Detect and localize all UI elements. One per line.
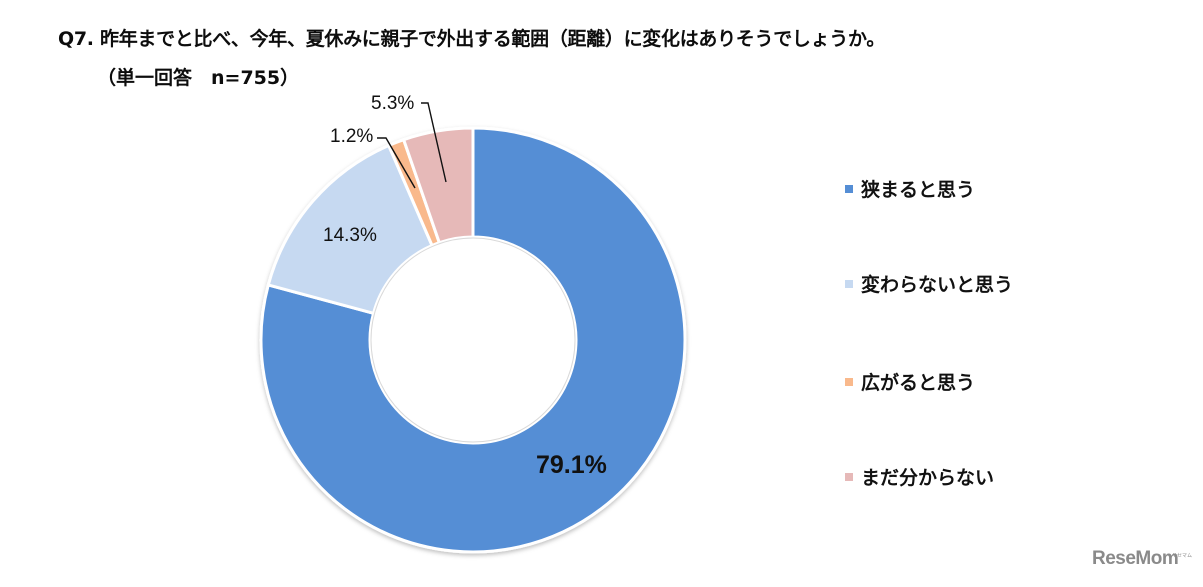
legend-item-narrow: 狭まると思う	[845, 175, 975, 202]
legend-swatch-icon	[845, 279, 853, 288]
legend-swatch-icon	[845, 472, 853, 481]
slice-same	[266, 143, 435, 316]
legend-swatch-icon	[845, 377, 853, 386]
legend-label: 狭まると思う	[861, 179, 976, 201]
donut-hole	[370, 237, 576, 443]
data-label-same: 14.3%	[323, 225, 377, 246]
slice-unknown	[401, 126, 475, 245]
data-label-narrow: 79.1%	[536, 451, 607, 479]
leader-line-wider	[377, 137, 416, 189]
legend-item-unknown: まだ分からない	[845, 463, 994, 490]
donut-slices	[259, 126, 687, 554]
legend-item-wider: 広がると思う	[845, 368, 975, 395]
legend-label: 広がると思う	[861, 372, 976, 394]
slice-narrow	[259, 126, 687, 554]
chart-subtitle: （単一回答 n=755）	[97, 67, 300, 89]
leader-line-unknown	[421, 102, 447, 183]
legend-item-same: 変わらないと思う	[845, 270, 1013, 297]
legend-swatch-icon	[845, 184, 853, 193]
legend-label: まだ分からない	[861, 467, 995, 489]
chart-title: Q7. 昨年までと比べ、今年、夏休みに親子で外出する範囲（距離）に変化はありそう…	[58, 28, 886, 50]
data-label-wider: 1.2%	[330, 126, 374, 147]
donut-center	[370, 237, 576, 443]
data-label-unknown: 5.3%	[371, 93, 415, 114]
legend-label: 変わらないと思う	[861, 274, 1014, 296]
resemom-logo: ReseMom	[1092, 548, 1179, 569]
leader-lines	[377, 102, 447, 189]
resemom-logo-kana: リセマム	[1172, 553, 1193, 559]
